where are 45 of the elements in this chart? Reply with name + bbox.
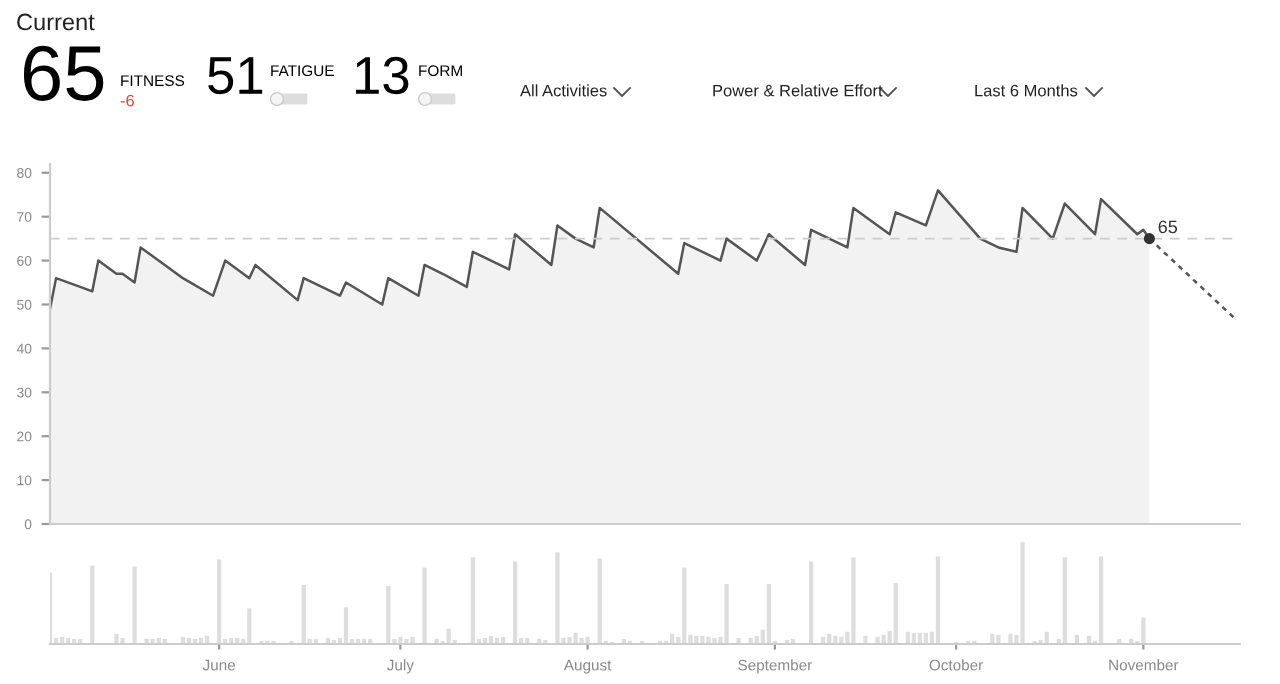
bar	[724, 583, 729, 644]
bar	[1020, 542, 1025, 644]
bar	[555, 552, 560, 644]
bar	[386, 585, 391, 644]
text: 13	[356, 56, 409, 95]
bar	[766, 583, 771, 644]
bar	[247, 608, 252, 644]
bar	[513, 561, 518, 644]
bar	[682, 567, 687, 644]
bar	[712, 637, 717, 644]
text: Current	[17, 13, 95, 31]
bar	[863, 635, 868, 644]
text: Last 6 Months	[975, 84, 1078, 97]
text: Power & Relative Effort	[713, 84, 883, 97]
bar	[567, 636, 572, 644]
text: -6	[120, 94, 134, 107]
bar	[881, 634, 886, 644]
bar	[579, 637, 584, 644]
text: 51	[208, 57, 263, 95]
bar	[1062, 557, 1067, 644]
bar	[573, 632, 578, 644]
bar	[404, 638, 409, 644]
text: All Activities	[520, 84, 607, 97]
bar	[935, 556, 941, 644]
bar	[114, 633, 119, 644]
text: 65	[23, 45, 104, 101]
bar	[597, 558, 602, 644]
bar	[1008, 633, 1013, 644]
bar	[422, 567, 427, 644]
bar	[875, 636, 880, 644]
bar	[90, 565, 95, 644]
bar	[301, 584, 306, 644]
bar	[410, 636, 415, 644]
bar	[706, 636, 711, 644]
bar	[120, 637, 125, 644]
bar	[132, 566, 137, 644]
bar	[893, 582, 898, 644]
bar	[1098, 556, 1104, 644]
bar	[809, 561, 814, 644]
bar	[851, 557, 856, 644]
annotation: 65	[1158, 220, 1178, 234]
bar	[217, 559, 222, 644]
bar	[470, 557, 475, 644]
bar	[343, 607, 349, 644]
bar	[434, 638, 439, 644]
